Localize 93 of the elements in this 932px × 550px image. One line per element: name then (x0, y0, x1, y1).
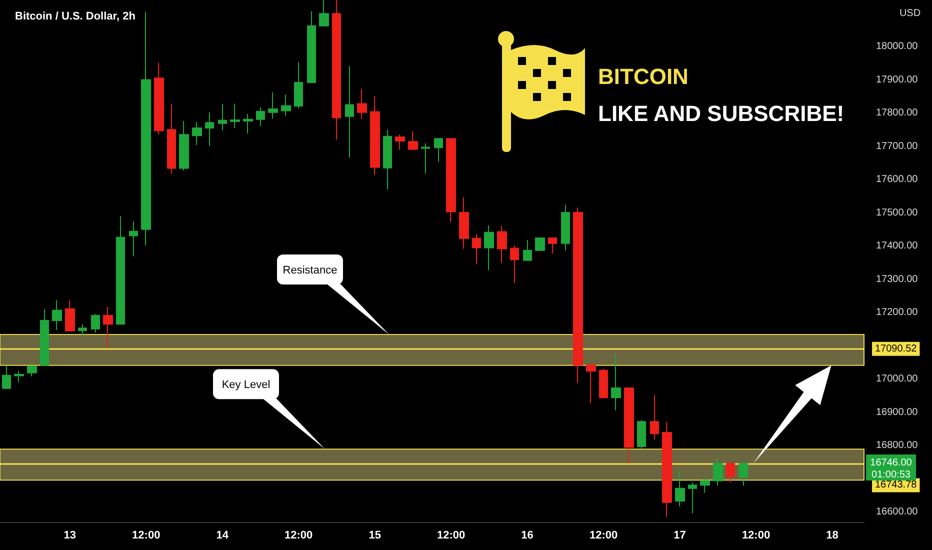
annotation: Key Level (222, 379, 270, 392)
candlestick (14, 370, 24, 383)
candlestick (535, 238, 545, 252)
candlestick (624, 388, 634, 464)
candlestick (523, 240, 532, 262)
text: 16746.00 (870, 457, 912, 468)
x-tick-label: 15 (368, 530, 381, 542)
candlestick (65, 300, 75, 332)
candlestick (319, 0, 329, 27)
candlestick (218, 103, 227, 131)
candlestick (2, 365, 11, 390)
candlestick (472, 234, 481, 264)
candlestick (611, 353, 621, 411)
candlestick (484, 224, 494, 270)
candlestick (307, 10, 316, 84)
candlestick (230, 103, 240, 129)
candlestick (40, 308, 49, 366)
candlestick (573, 206, 583, 384)
y-tick-label: 17900.00 (876, 74, 918, 86)
candlestick (713, 457, 723, 486)
candlestick (116, 216, 125, 326)
y-tick-label: 17800.00 (876, 108, 918, 119)
candlestick (91, 313, 100, 333)
candlestick (548, 238, 557, 254)
x-tick-label: 18 (826, 530, 838, 542)
candlestick (662, 422, 672, 518)
candlestick (179, 120, 189, 172)
candlestick (700, 476, 710, 494)
candlestick (726, 461, 735, 483)
y-tick-label: 17000.00 (876, 374, 918, 385)
x-tick-label: 13 (64, 530, 76, 542)
candlestick (586, 364, 596, 404)
candlestick (650, 394, 659, 440)
x-tick-label: 12:00 (742, 530, 770, 542)
y-tick-label: 17200.00 (876, 307, 918, 318)
candlestick (294, 62, 303, 109)
y-tick-label: 16800.00 (876, 440, 918, 452)
candlestick (78, 324, 87, 338)
ref-line-label: 16743.78 (875, 480, 918, 491)
x-tick-label: 12:00 (284, 530, 313, 542)
x-tick-label: 16 (521, 530, 534, 542)
y-tick-label: 18000.00 (876, 41, 918, 52)
candlestick (167, 103, 176, 174)
x-tick-label: 12:00 (132, 530, 160, 542)
candlestick (205, 112, 214, 146)
candlestick (561, 204, 570, 251)
candlestick (268, 92, 278, 120)
candlestick (243, 114, 253, 134)
candlestick (739, 462, 748, 486)
y-tick-label: 17700.00 (876, 140, 918, 152)
candlestick (141, 12, 151, 246)
candlestick (599, 368, 608, 398)
candlestick (256, 106, 265, 127)
candlestick (103, 306, 113, 349)
candlestick (27, 365, 37, 377)
candlestick (459, 196, 469, 250)
candlestick (497, 226, 507, 264)
y-tick-label: 17300.00 (876, 274, 918, 285)
candlestick (637, 419, 646, 449)
candlestick (154, 62, 164, 136)
candlestick (446, 138, 456, 223)
x-tick-label: 14 (216, 530, 230, 542)
y-tick-label: 17500.00 (876, 207, 918, 218)
candlestick (52, 300, 62, 330)
candlestick (510, 244, 519, 284)
x-tick-label: 12:00 (436, 530, 466, 542)
annotation: BITCOIN (598, 64, 688, 89)
candlestick (345, 66, 354, 158)
candlestick (383, 129, 392, 190)
y-tick-label: 16900.00 (876, 406, 918, 418)
candlestick (421, 142, 430, 174)
annotation: LIKE AND SUBSCRIBE! (598, 101, 844, 126)
y-tick-label: 17400.00 (876, 240, 918, 252)
y-axis-title: USD (899, 8, 921, 19)
candlestick (675, 470, 685, 507)
y-tick-label: 16600.00 (876, 506, 918, 518)
x-tick-label: 17 (674, 530, 686, 542)
candlestick (434, 138, 443, 162)
candlestick (370, 96, 380, 176)
candlestick (357, 88, 367, 120)
candlestick (192, 122, 202, 146)
candlestick (395, 134, 405, 150)
text: 01:00:53 (872, 469, 911, 480)
candlestick (408, 130, 418, 151)
candlestick (688, 482, 697, 514)
annotation: Resistance (282, 264, 338, 276)
candlestick (129, 220, 138, 257)
y-tick-label: 17600.00 (876, 174, 918, 186)
candlestick (281, 94, 291, 116)
x-tick-label: 12:00 (589, 530, 618, 542)
candlestick (332, 0, 341, 140)
ref-line-label: 17090.52 (875, 343, 918, 354)
text: Bitcoin / U.S. Dollar, 2h (15, 10, 136, 22)
